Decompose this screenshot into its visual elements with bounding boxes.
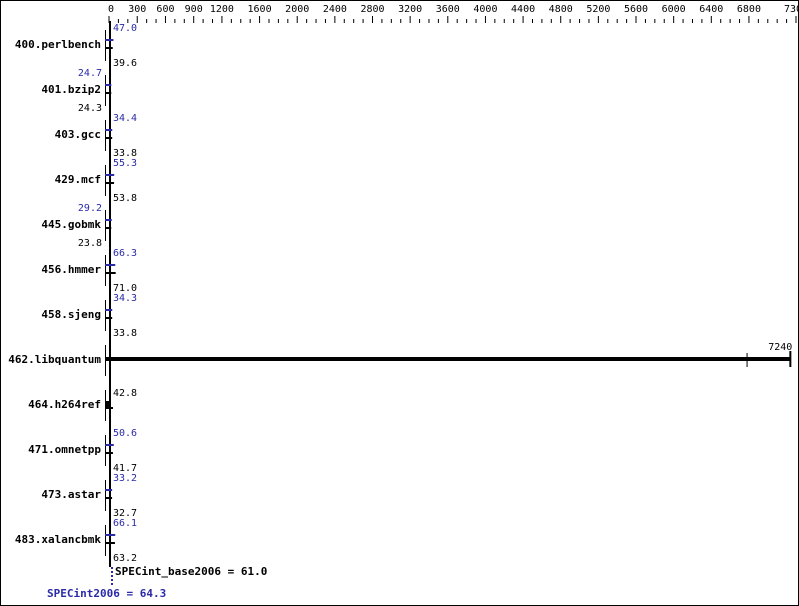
x-tick-label: 1600: [248, 4, 272, 15]
peak-value-label: 33.2: [113, 473, 137, 484]
x-tick-label: 6000: [662, 4, 686, 15]
benchmark-label: 464.h264ref: [28, 398, 101, 411]
base-bar: [105, 92, 112, 94]
base-bar: [105, 407, 114, 409]
benchmark-label: 456.hmmer: [41, 263, 101, 276]
benchmark-label: 462.libquantum: [8, 353, 101, 366]
benchmark-label: 403.gcc: [55, 128, 101, 141]
peak-bar: [105, 264, 116, 266]
x-tick-label: 300: [128, 4, 146, 15]
base-bar: [105, 497, 113, 499]
benchmark-label: 483.xalancbmk: [15, 533, 101, 546]
x-tick-label: 600: [156, 4, 174, 15]
x-tick-label: 1200: [210, 4, 234, 15]
peak-summary-label: SPECint2006 = 64.3: [47, 587, 166, 600]
base-bar: [105, 542, 115, 544]
x-tick-label: 3600: [436, 4, 460, 15]
x-tick-label: 5200: [586, 4, 610, 15]
benchmark-label: 458.sjeng: [41, 308, 101, 321]
benchmark-label: 429.mcf: [55, 173, 101, 186]
base-value-label: 39.6: [113, 58, 137, 69]
base-bar: [105, 452, 113, 454]
base-value-label: 53.8: [113, 193, 137, 204]
peak-bar: [105, 174, 115, 176]
peak-value-label: 34.3: [113, 293, 137, 304]
x-tick-label: 5600: [624, 4, 648, 15]
x-tick-label: 0: [108, 4, 114, 15]
x-tick-label: 2800: [360, 4, 384, 15]
benchmark-label: 473.astar: [41, 488, 101, 501]
peak-bar: [105, 84, 112, 86]
base-value-label: 63.2: [113, 553, 137, 564]
base-bar: [105, 227, 112, 229]
peak-bar: [105, 444, 114, 446]
benchmark-label: 401.bzip2: [41, 83, 101, 96]
base-value-label: 42.8: [113, 388, 137, 399]
base-value-label: 24.3: [78, 103, 102, 114]
peak-value-label: 29.2: [78, 203, 102, 214]
base-summary-label: SPECint_base2006 = 61.0: [115, 565, 267, 578]
base-bar: [105, 47, 113, 49]
peak-value-label: 47.0: [113, 23, 137, 34]
base-value-label: 23.8: [78, 238, 102, 249]
base-bar: [105, 401, 109, 407]
peak-bar: [105, 534, 116, 536]
peak-value-label: 66.3: [113, 248, 137, 259]
peak-value-label: 24.7: [78, 68, 102, 79]
x-tick-label: 7300: [784, 4, 798, 15]
base-value-label: 7240: [768, 342, 792, 353]
x-tick-label: 4400: [511, 4, 535, 15]
base-value-label: 33.8: [113, 328, 137, 339]
peak-value-label: 55.3: [113, 158, 137, 169]
base-bar: [105, 357, 791, 361]
x-tick-label: 2000: [285, 4, 309, 15]
base-value-label: 41.7: [113, 463, 137, 474]
x-tick-label: 900: [185, 4, 203, 15]
benchmark-label: 400.perlbench: [15, 38, 101, 51]
x-tick-label: 3200: [398, 4, 422, 15]
peak-bar: [105, 489, 113, 491]
base-bar: [105, 272, 116, 274]
benchmark-label: 445.gobmk: [41, 218, 101, 231]
peak-bar: [105, 309, 113, 311]
x-tick-label: 6400: [699, 4, 723, 15]
peak-bar: [105, 129, 113, 131]
peak-value-label: 50.6: [113, 428, 137, 439]
x-tick-label: 4000: [473, 4, 497, 15]
peak-value-label: 66.1: [113, 518, 137, 529]
x-tick-label: 4800: [549, 4, 573, 15]
base-bar: [105, 137, 113, 139]
x-tick-label: 6800: [737, 4, 761, 15]
base-value-label: 33.8: [113, 148, 137, 159]
base-bar: [105, 317, 113, 319]
base-value-label: 71.0: [113, 283, 137, 294]
base-bar: [105, 182, 115, 184]
peak-bar: [105, 219, 112, 221]
base-value-label: 32.7: [113, 508, 137, 519]
x-tick-label: 2400: [323, 4, 347, 15]
peak-value-label: 34.4: [113, 113, 137, 124]
benchmark-label: 471.omnetpp: [28, 443, 101, 456]
peak-bar: [105, 39, 114, 41]
